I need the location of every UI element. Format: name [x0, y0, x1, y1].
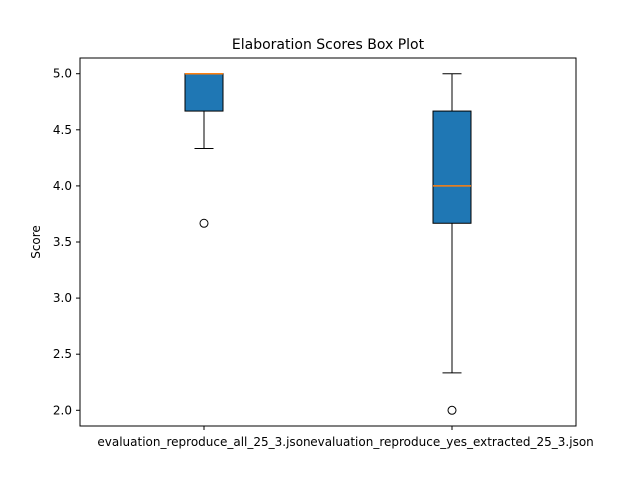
- chart-title: Elaboration Scores Box Plot: [232, 37, 425, 53]
- y-axis-label: Score: [29, 225, 43, 259]
- y-tick-label: 5.0: [53, 67, 72, 81]
- y-tick-label: 3.5: [53, 235, 72, 249]
- box-body: [184, 73, 224, 112]
- x-tick-label: evaluation_reproduce_all_25_3.json: [97, 435, 310, 449]
- y-tick-label: 3.0: [53, 291, 72, 305]
- outlier-point: [447, 405, 457, 415]
- box-body: [432, 110, 472, 224]
- y-tick-label: 2.5: [53, 347, 72, 361]
- y-tick-label: 2.0: [53, 403, 72, 417]
- outlier-point: [199, 218, 209, 228]
- y-tick-label: 4.5: [53, 123, 72, 137]
- plot-frame: [79, 57, 577, 427]
- x-tick-label: evaluation_reproduce_yes_extracted_25_3.…: [310, 435, 594, 449]
- y-tick-label: 4.0: [53, 179, 72, 193]
